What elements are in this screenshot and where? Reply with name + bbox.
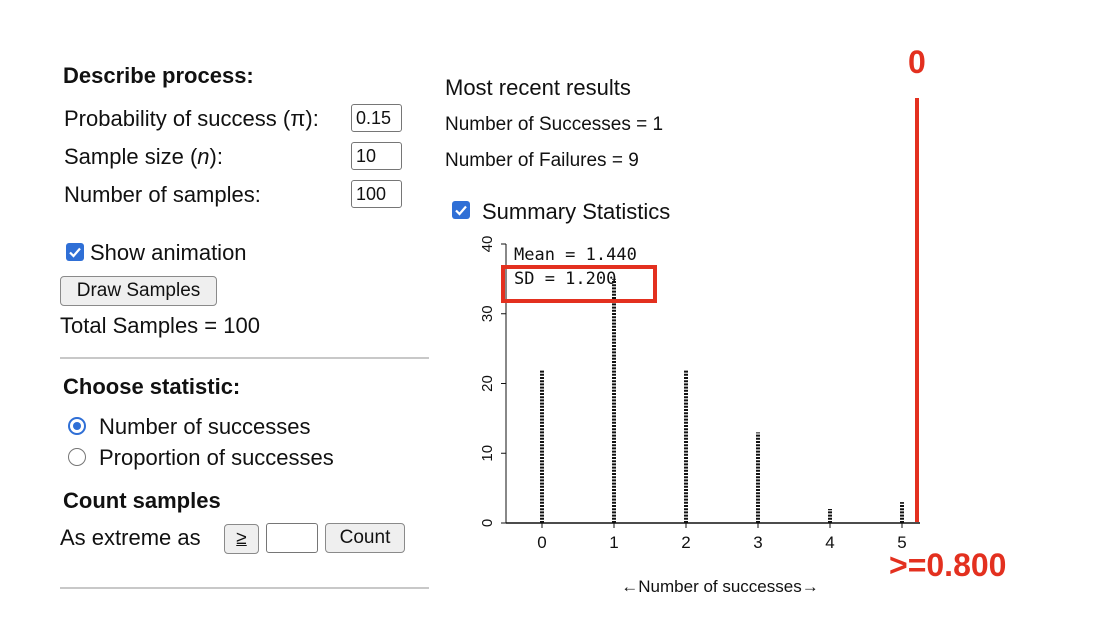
summary-statistics-checkbox[interactable] — [452, 201, 470, 219]
mean-text: Mean = 1.440 — [514, 245, 637, 265]
radio-number-of-successes[interactable] — [68, 417, 86, 435]
y-tick-label: 30 — [479, 305, 496, 322]
x-tick-label: 4 — [825, 533, 834, 552]
sd-highlight-box — [501, 265, 657, 303]
choose-statistic-title: Choose statistic: — [63, 374, 241, 399]
show-animation-checkbox[interactable] — [66, 243, 84, 261]
show-animation-label: Show animation — [90, 240, 247, 265]
y-tick-label: 0 — [479, 519, 496, 527]
x-axis-label: ←Number of successes→ — [621, 577, 818, 596]
divider-1 — [60, 357, 429, 359]
x-tick-label: 3 — [753, 533, 762, 552]
number-of-successes-text: Number of Successes = 1 — [445, 114, 664, 135]
y-tick-label: 10 — [479, 445, 496, 462]
sample-size-label: Sample size (n): — [64, 144, 223, 169]
total-samples-text: Total Samples = 100 — [60, 313, 260, 338]
operator-button[interactable]: ≥ — [224, 524, 259, 554]
y-tick-label: 20 — [479, 375, 496, 392]
as-extreme-label: As extreme as — [60, 525, 201, 550]
probability-input[interactable]: 0.15 — [351, 104, 402, 132]
x-tick-label: 1 — [609, 533, 618, 552]
sd-text: SD = 1.200 — [514, 269, 617, 289]
describe-title: Describe process: — [63, 63, 254, 88]
most-recent-results-title: Most recent results — [445, 75, 631, 100]
draw-samples-button[interactable]: Draw Samples — [60, 276, 217, 306]
check-icon — [69, 247, 81, 258]
y-tick-label: 40 — [479, 236, 496, 253]
summary-statistics-label: Summary Statistics — [482, 199, 671, 224]
probability-label: Probability of success (π): — [64, 106, 319, 131]
count-value-input[interactable] — [266, 523, 318, 553]
x-tick-label: 5 — [897, 533, 906, 552]
number-of-samples-label: Number of samples: — [64, 182, 261, 207]
radio-proportion-of-successes-label: Proportion of successes — [99, 445, 334, 470]
annotation-bottom-value: >=0.800 — [889, 547, 1007, 583]
count-samples-title: Count samples — [63, 488, 221, 513]
radio-number-of-successes-label: Number of successes — [99, 414, 311, 439]
count-button[interactable]: Count — [325, 523, 405, 553]
x-tick-label: 2 — [681, 533, 690, 552]
annotation-red-line — [915, 98, 919, 522]
radio-proportion-of-successes[interactable] — [68, 448, 86, 466]
number-of-samples-input[interactable]: 100 — [351, 180, 402, 208]
annotation-top-value: 0 — [908, 44, 926, 80]
check-icon — [455, 205, 467, 216]
number-of-failures-text: Number of Failures = 9 — [445, 150, 639, 171]
x-tick-label: 0 — [537, 533, 546, 552]
sample-size-input[interactable]: 10 — [351, 142, 402, 170]
histogram-chart: 0 10 20 30 40 0 1 2 3 4 5 ←Number of successes→ — [479, 236, 920, 596]
divider-2 — [60, 587, 429, 589]
